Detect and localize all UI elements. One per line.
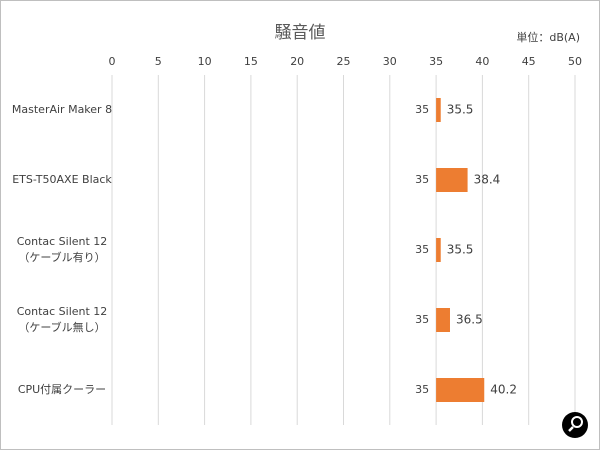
bar — [436, 308, 450, 332]
start-label: 35 — [415, 383, 429, 396]
x-tick-label: 10 — [198, 55, 212, 68]
bar — [436, 238, 441, 262]
x-tick-label: 0 — [109, 55, 116, 68]
value-label: 35.5 — [447, 243, 474, 257]
zoom-icon[interactable] — [562, 412, 588, 438]
x-tick-label: 35 — [429, 55, 443, 68]
value-label: 36.5 — [456, 313, 483, 327]
x-tick-label: 50 — [568, 55, 582, 68]
x-tick-label: 20 — [290, 55, 304, 68]
category-label: Contac Silent 12 — [17, 235, 108, 248]
x-tick-label: 5 — [155, 55, 162, 68]
category-label: （ケーブル有り） — [18, 250, 105, 264]
x-tick-label: 25 — [337, 55, 351, 68]
x-tick-label: 40 — [475, 55, 489, 68]
bar — [436, 378, 485, 402]
start-label: 35 — [415, 313, 429, 326]
value-label: 35.5 — [447, 103, 474, 117]
value-label: 40.2 — [490, 383, 517, 397]
x-tick-label: 15 — [244, 55, 258, 68]
category-label: CPU付属クーラー — [18, 383, 106, 396]
category-label: MasterAir Maker 8 — [12, 103, 112, 116]
category-label: Contac Silent 12 — [17, 305, 108, 318]
value-label: 38.4 — [474, 173, 501, 187]
x-tick-label: 45 — [522, 55, 536, 68]
category-label: （ケーブル無し） — [18, 320, 105, 334]
start-label: 35 — [415, 173, 429, 186]
bar — [436, 98, 441, 122]
start-label: 35 — [415, 243, 429, 256]
x-tick-label: 30 — [383, 55, 397, 68]
start-label: 35 — [415, 103, 429, 116]
chart-title: 騒音値 — [275, 23, 326, 43]
category-label: ETS-T50AXE Black — [12, 173, 112, 186]
unit-label: 単位：dB(A) — [516, 30, 580, 44]
bar — [436, 168, 468, 192]
